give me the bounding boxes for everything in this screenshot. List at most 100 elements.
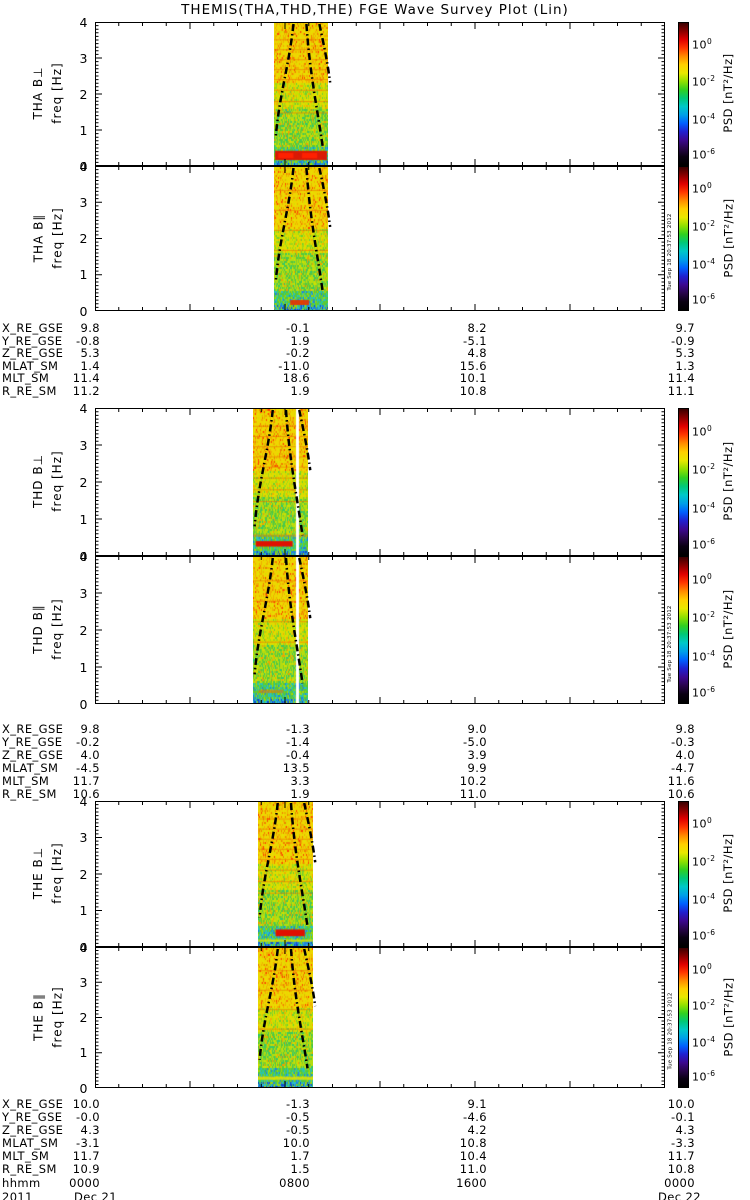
ephemeris-row-label-y_re_gse: Y_RE_GSE [2, 1110, 63, 1124]
panel-ylabel-thd-bpar: freq [Hz] [50, 598, 64, 660]
colorbar-tick-label: 100 [692, 37, 712, 52]
ephemeris-value: -0.2 [75, 735, 100, 749]
ephemeris-row-label-mlat_sm: MLAT_SM [2, 761, 59, 775]
colorbar-thd-bperp [678, 408, 689, 556]
colorbar-tick-base: 10 [692, 220, 707, 234]
ytick-label: 0 [79, 1080, 88, 1096]
colorbar-tick-base: 10 [692, 650, 707, 664]
ytick-label: 1 [79, 659, 88, 675]
colorbar-tick-label: 10-4 [692, 501, 715, 516]
ytick-label: 3 [79, 194, 88, 210]
colorbar-tick-base: 10 [692, 182, 707, 196]
ephemeris-value: 11.2 [72, 383, 100, 398]
ephemeris-value: -0.8 [75, 333, 100, 348]
panel-ylabel-the-bpar: freq [Hz] [50, 985, 64, 1048]
ephemeris-value: 10.8 [459, 1136, 487, 1150]
time-axis-year-label: 2011 [2, 1190, 33, 1200]
ytick-label: 1 [79, 511, 88, 527]
ephemeris-value: -0.0 [75, 1110, 100, 1124]
colorbar-tick-exponent: -4 [707, 892, 716, 902]
colorbar-tick-label: 10-2 [692, 854, 715, 869]
ephemeris-value: -0.5 [285, 1110, 310, 1124]
colorbar-tick-exponent: -2 [707, 74, 716, 84]
colorbar-tick-base: 10 [692, 463, 707, 477]
colorbar-axis-label-tha-bperp: PSD [nT²/Hz] [721, 53, 735, 133]
colorbar-axis-label-the-bperp: PSD [nT²/Hz] [721, 833, 735, 913]
panel-ylabel-tha-bperp: freq [Hz] [50, 62, 64, 124]
ephemeris-value: 3.9 [467, 748, 487, 762]
spectrogram-band-thd-bperp [252, 409, 308, 555]
ephemeris-value: 1.4 [80, 358, 100, 373]
ytick-label: 0 [79, 548, 88, 564]
spectrogram-band-the-bperp [257, 802, 313, 946]
ephemeris-value: -0.2 [285, 346, 310, 360]
ytick-label: 4 [79, 14, 88, 30]
ephemeris-row-label-x_re_gse: X_RE_GSE [2, 1097, 64, 1111]
ephemeris-value: 11.0 [459, 1162, 487, 1176]
colorbar-tick-exponent: 0 [707, 571, 713, 581]
colorbar-tick-base: 10 [692, 818, 707, 832]
ytick-label: 4 [79, 400, 88, 416]
ephemeris-value: 11.4 [72, 371, 100, 385]
spectrogram-band-thd-bpar [252, 557, 308, 703]
ephemeris-value: -3.1 [75, 1136, 100, 1150]
ephemeris-value: 1.9 [290, 787, 310, 801]
colorbar-tick-base: 10 [692, 113, 707, 127]
colorbar-tha-bperp [678, 22, 689, 166]
ephemeris-value: 9.9 [467, 761, 487, 775]
ephemeris-value: 9.8 [80, 321, 100, 335]
page-title: THEMIS(THA,THD,THE) FGE Wave Survey Plot… [181, 2, 569, 18]
ephemeris-value: 11.1 [667, 383, 695, 398]
ephemeris-row-label-mlat_sm: MLAT_SM [2, 358, 59, 373]
ephemeris-value: 11.6 [667, 774, 695, 788]
creation-timestamp: Tue Sep 18 20:37:53 2012 [667, 213, 673, 291]
ephemeris-value: -4.7 [670, 761, 695, 775]
ephemeris-row-label-z_re_gse: Z_RE_GSE [2, 1123, 64, 1137]
colorbar-the-bperp [678, 801, 689, 947]
ephemeris-value: 15.6 [459, 358, 487, 373]
colorbar-tick-exponent: -6 [707, 292, 716, 302]
ephemeris-value: 1.9 [290, 333, 310, 348]
spectrogram-panel-thd-bpar [95, 556, 665, 704]
ephemeris-value: 9.7 [675, 321, 695, 335]
panel-axes-thd-bperp [95, 408, 665, 556]
colorbar-tick-exponent: -2 [707, 854, 716, 864]
ephemeris-value: -0.4 [285, 748, 310, 762]
panel-axes-the-bpar [95, 947, 665, 1088]
ephemeris-value: 4.2 [467, 1123, 487, 1137]
ephemeris-value: -4.6 [462, 1110, 487, 1124]
ytick-label: 1 [79, 1045, 88, 1061]
colorbar-tick-exponent: 0 [707, 816, 713, 826]
ephemeris-value: 1.9 [290, 383, 310, 398]
colorbar-tick-exponent: -6 [707, 928, 716, 938]
ephemeris-value: 11.4 [667, 371, 695, 385]
ephemeris-value: 10.1 [459, 371, 487, 385]
ytick-label: 1 [79, 267, 88, 283]
colorbar-tick-exponent: 0 [707, 181, 713, 191]
colorbar-tick-base: 10 [692, 38, 707, 52]
ephemeris-value: -0.1 [285, 321, 310, 335]
ephemeris-value: 10.8 [667, 1162, 695, 1176]
panel-ylabel-tha-bpar: freq [Hz] [50, 206, 64, 269]
ephemeris-value: -1.3 [285, 722, 310, 736]
ephemeris-value: 9.8 [80, 722, 100, 736]
colorbar-tick-base: 10 [692, 293, 707, 307]
ephemeris-row-label-mlt_sm: MLT_SM [2, 371, 50, 385]
ytick-label: 0 [79, 939, 88, 955]
ephemeris-value: 11.7 [72, 1149, 100, 1163]
panel-row-label-the-bpar: THE B∥ [31, 992, 45, 1041]
colorbar-tick-label: 10-6 [692, 147, 715, 162]
colorbar-tick-base: 10 [692, 929, 707, 943]
colorbar-tick-exponent: -6 [707, 684, 716, 694]
colorbar-tick-base: 10 [692, 538, 707, 552]
ephemeris-value: 10.6 [667, 787, 695, 801]
colorbar-tick-exponent: 0 [707, 37, 713, 47]
ephemeris-value: 4.0 [80, 748, 100, 762]
ephemeris-row-label-x_re_gse: X_RE_GSE [2, 321, 64, 335]
ephemeris-row-label-r_re_sm: R_RE_SM [2, 1162, 57, 1176]
ephemeris-value: 5.3 [80, 346, 100, 360]
colorbar-tick-base: 10 [692, 258, 707, 272]
ytick-label: 0 [79, 696, 88, 712]
panel-axes-tha-bperp [95, 22, 665, 166]
